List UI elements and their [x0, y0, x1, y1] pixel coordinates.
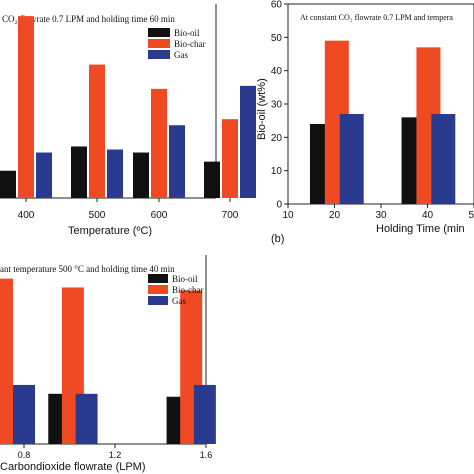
- panel-c-x-tick-label-0.8: 0.8: [18, 450, 31, 460]
- panel-c-legend-swatch-gas: [148, 296, 168, 305]
- panel-b-x-tick-label-40: 40: [422, 210, 434, 221]
- panel-a-legend-label-gas: Gas: [174, 50, 188, 60]
- panel-c-legend-swatch-bio-char: [148, 285, 168, 294]
- panel-c-x-tick-label-1.6: 1.6: [200, 450, 213, 460]
- panel-a-bar-gas-500: [107, 149, 123, 198]
- panel-a-bar-bio-char-400: [18, 16, 34, 198]
- panel-b-bar-gas-5: [431, 114, 456, 204]
- panel-b-y-tick-label-50: 50: [271, 33, 283, 44]
- panel-b-x-label: Holding Time (min: [376, 223, 465, 235]
- panel-a-bar-bio-oil-400: [0, 170, 16, 198]
- panel-c-bar-gas-0: [13, 384, 35, 444]
- panel-a-legend-swatch-bio-char: [148, 39, 170, 48]
- panel-b-x-tick-label-10: 10: [282, 210, 294, 221]
- panel-a-bar-bio-char-500: [89, 64, 105, 198]
- panel-a-bar-bio-char-700: [222, 119, 238, 198]
- panel-a-bar-gas-700: [240, 85, 256, 198]
- panel-a-legend-label-bio-oil: Bio-oil: [174, 28, 200, 38]
- panel-b-y-tick-label-0: 0: [276, 200, 282, 211]
- panel-c-legend-swatch-bio-oil: [148, 274, 168, 283]
- panel-c-legend-label-gas: Gas: [172, 296, 186, 306]
- panel-a-title: CO₂ flowrate 0.7 LPM and holding time 60…: [2, 14, 175, 24]
- panel-a-bar-gas-600: [169, 125, 185, 198]
- panel-a-bar-gas-400: [36, 152, 52, 198]
- panel-a-legend-swatch-bio-oil: [148, 28, 170, 37]
- panel-b-y-tick-label-40: 40: [271, 66, 283, 77]
- panel-b-x-tick-label-50: 50: [468, 210, 474, 221]
- panel-b-panel-label: (b): [271, 233, 284, 245]
- panel-b-y-tick-label-20: 20: [271, 133, 283, 144]
- panel-c-title: ant temperature 500 °C and holding time …: [0, 264, 175, 274]
- panel-c: ant temperature 500 °C and holding time …: [0, 255, 216, 473]
- panel-b: At constant CO₂ flowrate 0.7 LPM and tem…: [256, 0, 474, 245]
- panel-b-y-tick-label-60: 60: [271, 0, 283, 11]
- panel-b-bar-gas-2: [339, 114, 364, 204]
- panel-c-bar-gas-6: [193, 384, 216, 444]
- panel-c-x-label: Carbondioxide flowrate (LPM): [0, 461, 146, 473]
- panel-b-y-tick-label-10: 10: [271, 166, 283, 177]
- panel-c-bar-bio-char-edge: [0, 278, 13, 444]
- panel-b-y-label: Bio-oil (wt%): [256, 78, 268, 140]
- panel-c-legend-label-bio-oil: Bio-oil: [172, 274, 198, 284]
- panel-c-legend-label-bio-char: Bio-char: [172, 285, 204, 295]
- panel-c-bar-gas-3: [75, 393, 98, 444]
- panel-a-x-tick-label-500: 500: [89, 210, 106, 221]
- panel-a-bar-bio-char-600: [151, 88, 167, 198]
- panel-b-x-tick-label-30: 30: [375, 210, 387, 221]
- panel-a-bar-bio-oil-600: [133, 152, 149, 198]
- panel-a-x-tick-label-400: 400: [18, 210, 35, 221]
- panel-c-x-tick-label-1.2: 1.2: [109, 450, 122, 460]
- panel-a-x-tick-label-700: 700: [222, 210, 239, 221]
- panel-a-x-label: Temperature (ºC): [68, 225, 152, 237]
- panel-a-bar-bio-oil-700: [204, 161, 220, 198]
- panel-a-bar-bio-oil-500: [71, 146, 87, 198]
- panel-b-y-tick-label-30: 30: [271, 100, 283, 111]
- panel-a-legend-swatch-gas: [148, 50, 170, 59]
- panel-b-x-tick-label-20: 20: [329, 210, 341, 221]
- panel-a-x-tick-label-600: 600: [151, 210, 168, 221]
- panel-b-title: At constant CO₂ flowrate 0.7 LPM and tem…: [300, 13, 453, 22]
- panel-a: CO₂ flowrate 0.7 LPM and holding time 60…: [0, 4, 256, 237]
- panel-a-legend-label-bio-char: Bio-char: [174, 39, 206, 49]
